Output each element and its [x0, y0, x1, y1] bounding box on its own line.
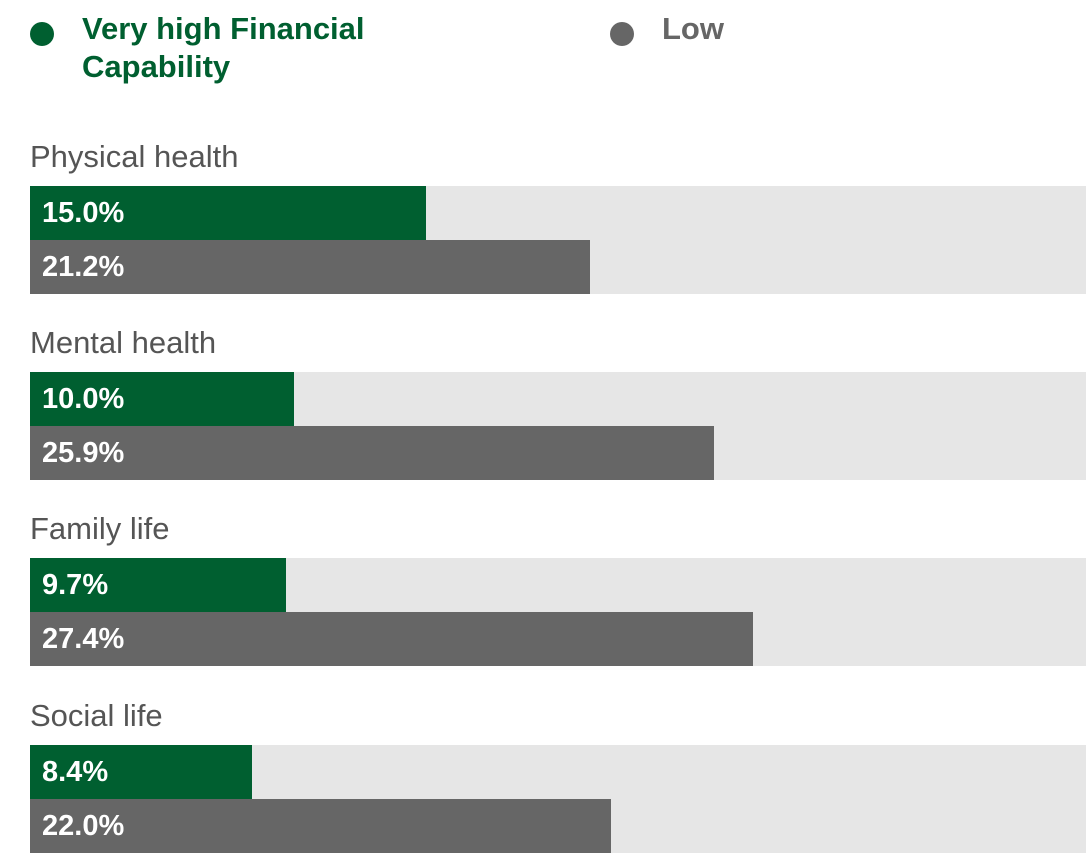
category-label: Physical health — [30, 139, 239, 174]
value-label: 27.4% — [42, 623, 125, 656]
bar — [30, 558, 287, 613]
bar — [30, 240, 590, 294]
legend-marker — [30, 22, 54, 46]
value-label: 10.0% — [42, 383, 125, 416]
value-label: 15.0% — [42, 197, 125, 229]
legend-label: Low — [662, 11, 724, 46]
value-label: 25.9% — [42, 437, 125, 470]
category-label: Social life — [30, 697, 163, 733]
value-label: 9.7% — [42, 569, 109, 602]
bar — [30, 426, 714, 481]
bar — [30, 372, 294, 427]
value-label: 22.0% — [42, 809, 125, 842]
bar — [30, 612, 754, 667]
bar — [30, 744, 252, 799]
legend-label: Very high Financial Capability — [82, 11, 365, 84]
value-label: 8.4% — [42, 755, 109, 788]
legend-marker — [610, 22, 634, 46]
value-label: 21.2% — [42, 251, 125, 283]
category-label: Mental health — [30, 325, 217, 361]
bar — [30, 798, 611, 853]
category-label: Family life — [30, 511, 170, 547]
bar — [30, 186, 426, 240]
